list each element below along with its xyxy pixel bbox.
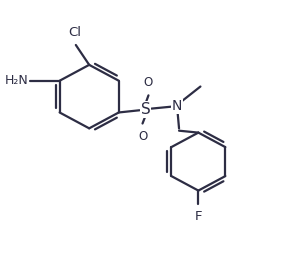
- Text: O: O: [144, 76, 153, 89]
- Text: Cl: Cl: [68, 26, 81, 39]
- Text: H₂N: H₂N: [5, 74, 28, 87]
- Text: N: N: [171, 99, 182, 113]
- Text: O: O: [138, 129, 147, 143]
- Text: F: F: [195, 210, 202, 223]
- Text: S: S: [141, 102, 150, 117]
